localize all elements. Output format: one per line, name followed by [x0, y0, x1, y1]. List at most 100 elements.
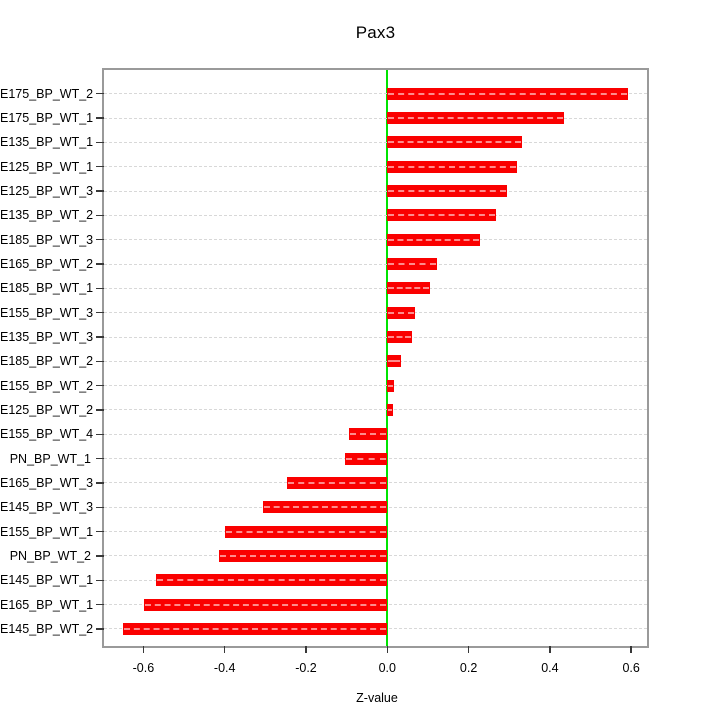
bar-E165_BP_WT_3 [287, 476, 388, 489]
bar-E165_BP_WT_1 [143, 598, 388, 611]
y-axis-tick [96, 384, 104, 387]
gridline [104, 287, 647, 289]
gridline [104, 263, 647, 265]
y-axis-tick [96, 287, 104, 290]
y-axis-tick [96, 457, 104, 460]
y-axis-label: E155_BP_WT_3 [0, 305, 94, 320]
bar-E185_BP_WT_2 [387, 355, 402, 368]
bar-E155_BP_WT_4 [349, 428, 388, 441]
bar-E175_BP_WT_1 [387, 112, 564, 125]
x-axis-tick [305, 646, 307, 653]
y-axis-tick [96, 311, 104, 314]
y-axis-tick [96, 190, 104, 192]
y-axis-label: E135_BP_WT_3 [0, 330, 94, 344]
gridline [104, 214, 647, 216]
y-axis-label: E135_BP_WT_2 [0, 208, 94, 223]
x-axis-tick-label: -0.2 [295, 661, 317, 675]
y-axis-tick [96, 530, 104, 533]
gridline [104, 385, 647, 387]
gridline [104, 166, 647, 168]
x-axis-tick [549, 646, 551, 653]
bar-dash-pattern [388, 141, 522, 144]
chart-title: Pax3 [355, 23, 396, 42]
bar-E155_BP_WT_3 [387, 306, 416, 319]
gridline [104, 360, 647, 362]
bar-dash-pattern [346, 457, 387, 460]
y-axis-tick [96, 214, 104, 217]
bar-PN_BP_WT_2 [219, 549, 388, 562]
x-axis-tick [142, 646, 145, 653]
bar-E125_BP_WT_3 [387, 185, 507, 198]
gridline [104, 117, 647, 119]
bar-dash-pattern [388, 263, 436, 265]
bar-E145_BP_WT_2 [123, 622, 388, 635]
y-axis-label: E145_BP_WT_2 [0, 621, 94, 636]
bar-dash-pattern [350, 433, 387, 436]
bar-E175_BP_WT_2 [387, 87, 629, 100]
bar-dash-pattern [388, 384, 393, 387]
bar-dash-pattern [157, 579, 387, 582]
x-axis-tick-label: 0.6 [622, 661, 640, 675]
y-axis-label: E125_BP_WT_3 [0, 184, 94, 199]
bar-dash-pattern [388, 117, 563, 120]
y-axis-label: E175_BP_WT_1 [0, 111, 94, 126]
y-axis-tick [96, 555, 104, 557]
y-axis-label: E145_BP_WT_1 [0, 573, 94, 588]
bar-E145_BP_WT_1 [156, 574, 388, 587]
y-axis-label: E165_BP_WT_1 [0, 597, 94, 612]
gridline [104, 93, 647, 95]
y-axis-label: E155_BP_WT_2 [0, 378, 94, 393]
bar-E125_BP_WT_1 [387, 160, 517, 173]
bar-E145_BP_WT_3 [263, 501, 388, 514]
y-axis-tick [96, 482, 104, 484]
bar-E165_BP_WT_2 [387, 258, 437, 270]
bar-E185_BP_WT_3 [387, 233, 480, 246]
y-axis-tick [96, 603, 104, 606]
bar-dash-pattern [144, 603, 387, 606]
y-axis-label: E165_BP_WT_2 [0, 257, 94, 271]
y-axis-tick [96, 336, 104, 338]
gridline [104, 336, 647, 338]
x-axis-tick-label: -0.6 [132, 661, 155, 675]
bar-dash-pattern [388, 336, 412, 338]
y-axis-label: E175_BP_WT_2 [0, 86, 94, 101]
bar-dash-pattern [388, 165, 516, 168]
bar-dash-pattern [388, 408, 392, 411]
y-axis-label: PN_BP_WT_2 [9, 548, 91, 563]
bar-E135_BP_WT_3 [387, 331, 413, 343]
bar-dash-pattern [264, 506, 387, 509]
bar-dash-pattern [388, 238, 479, 241]
y-axis-tick [96, 92, 104, 95]
bar-E155_BP_WT_2 [387, 379, 394, 392]
y-axis-label: E125_BP_WT_1 [0, 159, 94, 174]
y-axis-tick [96, 263, 104, 265]
y-axis-tick [96, 506, 104, 509]
bar-dash-pattern [388, 287, 430, 290]
bar-dash-pattern [388, 190, 506, 193]
y-axis-tick [96, 238, 104, 241]
y-axis-label: E185_BP_WT_3 [0, 232, 94, 247]
bar-dash-pattern [388, 360, 401, 363]
x-axis-tick [630, 646, 632, 653]
y-axis-label: E165_BP_WT_3 [0, 475, 94, 490]
y-axis-label: E155_BP_WT_4 [0, 427, 94, 442]
y-axis-label: E135_BP_WT_1 [0, 135, 94, 150]
bar-dash-pattern [226, 530, 387, 533]
y-axis-tick [96, 141, 104, 144]
y-axis-label: E185_BP_WT_2 [0, 354, 94, 369]
bar-E185_BP_WT_1 [387, 282, 431, 295]
bar-PN_BP_WT_1 [345, 452, 388, 465]
x-axis-title: Z-value [356, 691, 398, 705]
gridline [104, 141, 647, 143]
y-axis-label: PN_BP_WT_1 [9, 451, 91, 466]
bar-dash-pattern [124, 627, 387, 630]
y-axis-tick [96, 165, 104, 168]
y-axis-label: E155_BP_WT_1 [0, 524, 94, 539]
x-axis-tick-label: 0.0 [378, 661, 396, 675]
x-axis-tick [223, 646, 226, 653]
y-axis-tick [96, 628, 104, 630]
y-axis-label: E185_BP_WT_1 [0, 281, 94, 296]
bar-E135_BP_WT_2 [387, 209, 496, 222]
plot-area [102, 68, 649, 648]
